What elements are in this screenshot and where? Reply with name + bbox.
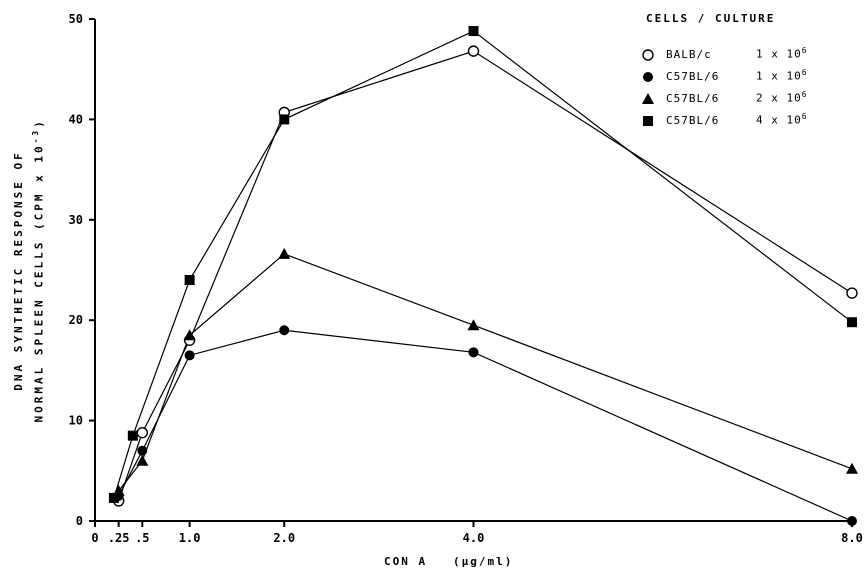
legend-label-1: BALB/c [666,48,712,61]
x-axis-title: CON A (μg/ml) [384,555,514,568]
x-tick-label: .25 [108,531,130,545]
data-point-series-4 [847,317,857,328]
y-axis-title-close: ) [32,117,46,128]
series-line-1 [118,50,853,502]
legend-label-3: C57BL/6 [666,92,720,105]
data-point-series-4 [127,430,138,441]
y-tick-label: 30 [69,213,83,227]
y-tick-label: 10 [69,414,83,428]
x-tick-label: 0 [91,531,98,545]
legend-dose-2: 1 x 106 [756,68,808,83]
y-axis-title-exponent: -3 [30,127,40,143]
y-tick-label: 40 [69,112,83,126]
data-point-series-3 [846,462,858,474]
x-tick-label: 8.0 [841,531,863,545]
legend-marker-1 [642,49,654,61]
legend-label-2: C57BL/6 [666,70,720,83]
x-tick-label: 1.0 [179,531,201,545]
x-tick-label: .5 [135,531,149,545]
data-point-series-3 [183,329,196,341]
legend-title: CELLS / CULTURE [646,12,776,25]
legend-dose-3: 2 x 106 [756,90,808,105]
data-point-series-4 [184,275,195,286]
y-axis-title-line2: NORMAL SPLEEN CELLS (CPM x 10-3) [31,118,46,422]
data-point-series-1 [136,426,149,439]
data-point-series-1 [846,287,858,299]
series-line-3 [118,253,853,492]
legend-dose-4: 4 x 106 [756,112,808,127]
data-point-series-2 [137,445,148,456]
data-point-series-4 [279,114,290,125]
legend-marker-4 [643,116,653,126]
y-tick-label: 50 [69,12,83,26]
data-point-series-3 [467,319,480,331]
y-axis-title-main: NORMAL SPLEEN CELLS (CPM x 10 [32,142,46,422]
legend-marker-2 [643,72,653,82]
y-tick-label: 0 [76,514,83,528]
data-point-series-2 [184,350,195,361]
series-line-2 [118,329,853,522]
legend-dose-1: 1 x 106 [756,46,808,61]
y-tick-label: 20 [69,313,83,327]
legend-marker-3 [642,93,654,104]
x-tick-label: 4.0 [463,531,485,545]
data-point-series-2 [847,516,857,526]
series-line-4 [113,30,853,499]
data-point-series-2 [279,325,290,336]
data-point-series-4 [108,492,119,503]
data-point-series-2 [468,347,479,358]
legend-label-4: C57BL/6 [666,114,720,127]
data-point-series-3 [136,454,149,466]
data-point-series-1 [467,45,480,57]
data-point-series-3 [278,247,291,259]
x-tick-label: 2.0 [273,531,295,545]
data-point-series-4 [468,26,479,37]
y-axis-title-line1: DNA SYNTHETIC RESPONSE OF [11,149,25,391]
